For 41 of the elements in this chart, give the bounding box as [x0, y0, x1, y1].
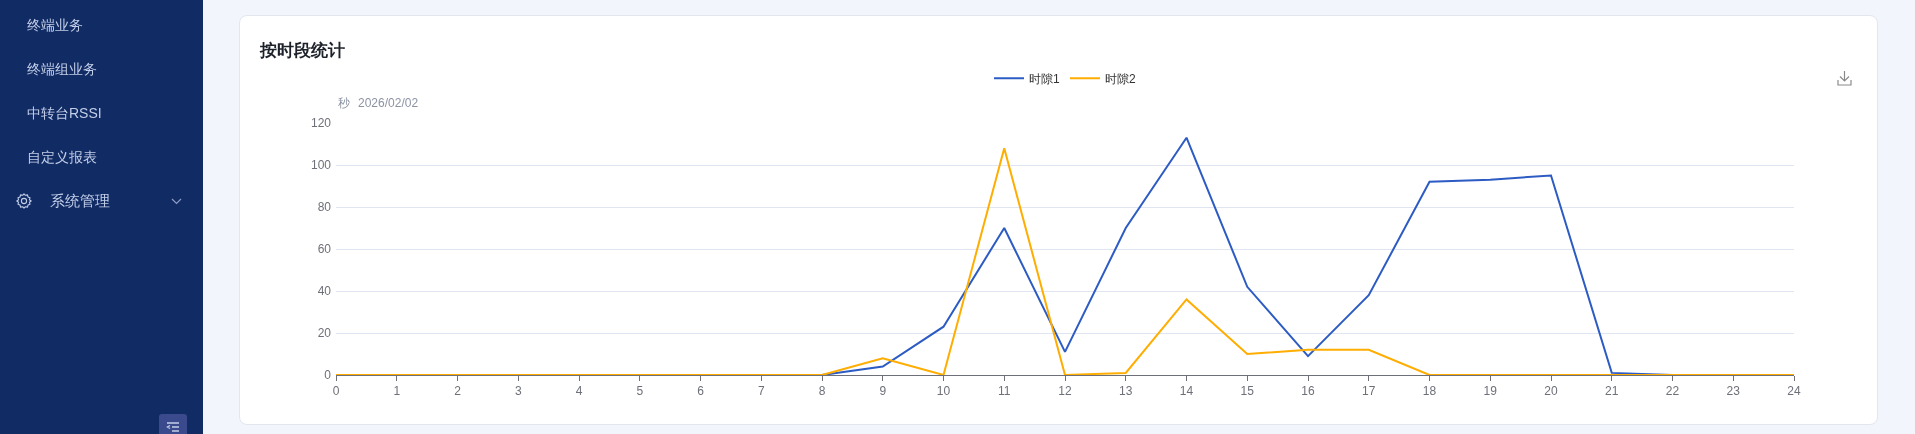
x-tick-label: 19	[1483, 384, 1498, 399]
y-axis-title: 秒	[338, 96, 350, 110]
y-tick-label: 80	[317, 200, 332, 215]
x-tick-label: 9	[879, 384, 887, 399]
text: 中转台RSSI	[27, 104, 102, 122]
chart-title: 按时段统计	[259, 40, 345, 60]
text: 系统管理	[50, 192, 110, 210]
x-tick-label: 4	[575, 384, 583, 399]
x-tick-label: 22	[1665, 384, 1680, 399]
x-tick-label: 15	[1240, 384, 1255, 399]
x-tick-label: 8	[818, 384, 826, 399]
legend-label: 时隙1	[1029, 71, 1060, 86]
y-tick-label: 60	[317, 242, 332, 257]
x-tick-label: 18	[1422, 384, 1437, 399]
y-tick-label: 100	[310, 158, 332, 173]
x-tick-label: 13	[1119, 384, 1133, 399]
x-tick-label: 24	[1787, 384, 1801, 399]
x-tick-label: 20	[1544, 384, 1558, 399]
x-tick-label: 5	[636, 384, 644, 399]
y-tick-label: 20	[317, 326, 332, 341]
y-tick-label: 120	[310, 116, 332, 131]
x-tick-label: 1	[393, 384, 401, 399]
y-tick-label: 40	[317, 284, 332, 299]
x-tick-label: 2	[454, 384, 462, 399]
x-tick-label: 12	[1058, 384, 1072, 399]
x-tick-label: 7	[757, 384, 765, 399]
x-tick-label: 10	[936, 384, 951, 399]
text: 2026/02/02	[358, 96, 419, 110]
x-tick-label: 21	[1605, 384, 1619, 399]
text: 自定义报表	[27, 148, 97, 166]
x-tick-label: 23	[1726, 384, 1741, 399]
x-tick-label: 6	[697, 384, 705, 399]
x-tick-label: 11	[998, 384, 1011, 399]
text: 终端业务	[27, 16, 83, 34]
x-tick-label: 14	[1179, 384, 1194, 399]
y-tick-label: 0	[324, 368, 332, 383]
legend-label: 时隙2	[1105, 71, 1136, 86]
text: 终端组业务	[27, 60, 97, 78]
x-tick-label: 3	[514, 384, 522, 399]
x-tick-label: 16	[1301, 384, 1315, 399]
x-tick-label: 17	[1362, 384, 1376, 399]
